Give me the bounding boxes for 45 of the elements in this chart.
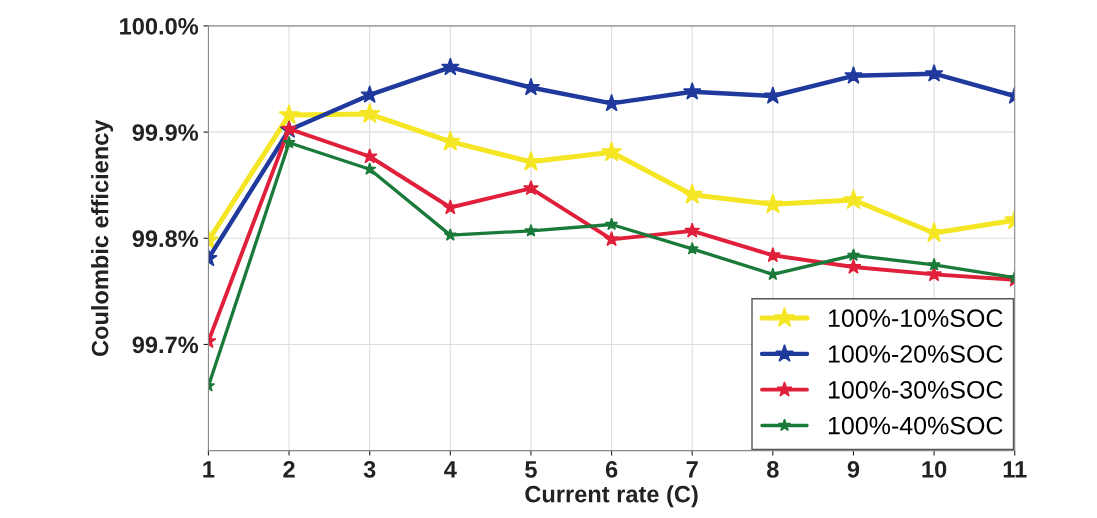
y-tick-label: 99.7% (132, 336, 199, 354)
legend-label: 100%-10%SOC (828, 309, 1003, 328)
point (681, 183, 703, 204)
point (842, 188, 865, 210)
point (844, 66, 863, 84)
point (924, 63, 944, 82)
x-tick-label: 2 (283, 461, 295, 478)
y-axis-title: Coulombic efficiency (91, 119, 114, 357)
y-tick-label: 100.0% (120, 17, 199, 35)
point (522, 180, 539, 196)
point (762, 193, 784, 214)
point (845, 258, 862, 274)
point (684, 222, 701, 238)
x-axis-title: Current rate (C) (525, 485, 698, 508)
x-tick-label: 1 (203, 461, 215, 478)
point (363, 162, 377, 176)
point (441, 57, 460, 76)
x-tick-label: 5 (525, 461, 537, 478)
point (603, 231, 620, 247)
x-tick-label: 3 (363, 461, 376, 478)
y-tick-label: 99.9% (132, 124, 199, 141)
point (360, 85, 379, 103)
point (282, 135, 296, 149)
point (604, 217, 619, 231)
point (600, 141, 623, 162)
point (766, 267, 780, 281)
x-tick-label: 8 (767, 461, 779, 478)
point (359, 102, 381, 124)
legend-label: 100%-20%SOC (828, 345, 1003, 363)
x-tick-label: 9 (847, 461, 860, 478)
point (927, 257, 941, 271)
x-tick-label: 7 (686, 461, 698, 478)
point (443, 228, 457, 241)
x-tick-label: 4 (444, 461, 457, 478)
point (278, 103, 300, 125)
legend-label: 100%-40%SOC (828, 416, 1003, 435)
x-tick-label: 6 (605, 461, 618, 478)
point (524, 223, 538, 237)
x-tick-label: 11 (1003, 461, 1027, 478)
point (846, 248, 861, 262)
legend-label: 100%-30%SOC (828, 380, 1003, 399)
point (923, 221, 945, 243)
y-tick-label: 99.8% (132, 230, 199, 248)
x-tick-label: 10 (922, 461, 947, 478)
point (682, 82, 702, 100)
